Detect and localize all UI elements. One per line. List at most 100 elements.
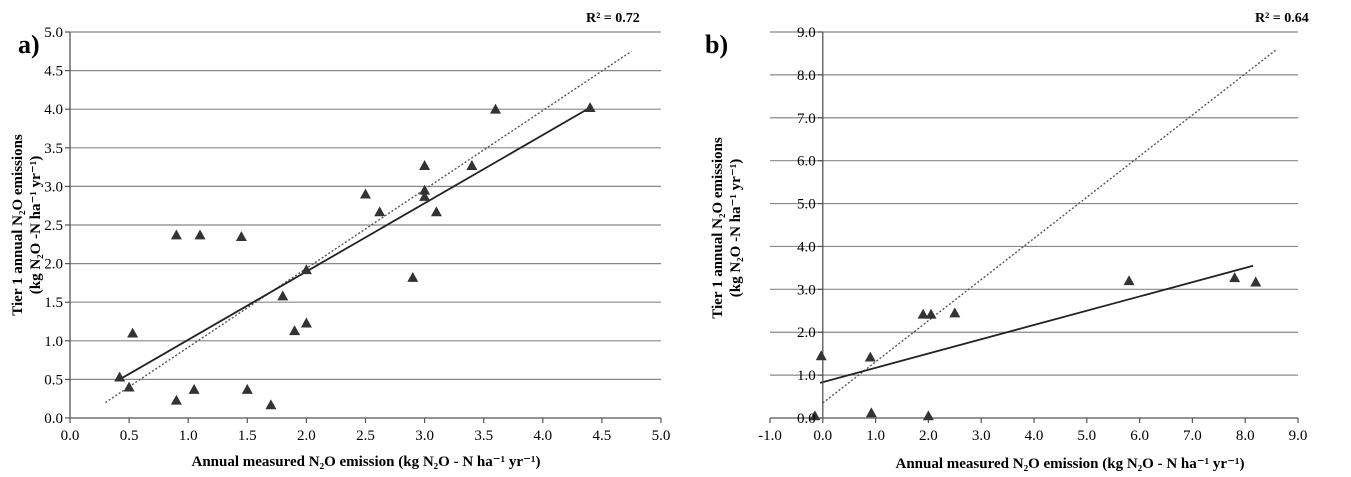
data-point-b-3 <box>865 407 877 418</box>
regression-line-segment-a <box>119 106 591 381</box>
data-point-a-3 <box>170 229 182 240</box>
data-point-b-10 <box>1250 276 1262 287</box>
y-tick-label-a-4: 2.0 <box>44 257 63 273</box>
x-axis-label-a: Annual measured N₂O emission (kg N₂O - N… <box>192 454 541 470</box>
axes-b <box>769 31 1299 423</box>
regression-line-a <box>119 106 591 381</box>
data-point-a-13 <box>300 264 312 275</box>
x-tick-label-a-10: 5.0 <box>652 428 671 444</box>
x-tick-labels-b: -1.0 0.0 1.0 2.0 3.0 4.0 5.0 6.0 7.0 8.0 9.0 <box>758 428 1307 444</box>
data-point-b-5 <box>922 410 934 421</box>
y-tick-label-a-2: 1.0 <box>44 334 63 350</box>
data-point-a-12 <box>300 317 312 328</box>
data-point-a-5 <box>188 383 200 394</box>
y-tick-labels-b: 0.0 1.0 2.0 3.0 4.0 5.0 6.0 7.0 8.0 9.0 <box>797 25 816 427</box>
x-tick-label-b-7: 6.0 <box>1130 428 1149 444</box>
y-tick-label-b-0: 0.0 <box>797 411 816 427</box>
y-tick-label-a-8: 4.0 <box>44 102 63 118</box>
grid-lines-a <box>70 31 661 380</box>
x-tick-label-a-9: 4.5 <box>593 428 612 444</box>
grid-lines-b <box>770 31 1298 376</box>
data-point-a-6 <box>194 229 206 240</box>
data-points-b <box>809 272 1262 421</box>
data-point-a-0 <box>114 371 126 382</box>
y-tick-label-b-9: 9.0 <box>797 25 816 41</box>
data-point-a-9 <box>265 399 277 410</box>
data-point-a-16 <box>407 271 419 282</box>
y-tick-label-b-5: 5.0 <box>797 197 816 213</box>
data-point-a-14 <box>360 188 371 199</box>
data-point-b-8 <box>1123 275 1135 286</box>
x-tick-label-a-6: 3.0 <box>415 428 434 444</box>
y-tick-label-b-1: 1.0 <box>797 368 816 384</box>
data-point-a-17 <box>419 160 431 170</box>
regression-line-segment-b <box>819 264 1254 384</box>
chart-panel-a: 0.0 0.5 1.0 1.5 2.0 2.5 3.0 3.5 4.0 4.5 5.0 0.0 0.5… <box>10 11 670 470</box>
x-tick-label-b-10: 9.0 <box>1289 428 1308 444</box>
regression-line-b <box>819 264 1254 384</box>
y-axis-label-a-line1: Tier 1 annual N₂O emissions <box>10 134 26 316</box>
data-point-b-4 <box>917 308 929 319</box>
x-tick-label-a-5: 2.5 <box>356 428 375 444</box>
x-tick-label-a-2: 1.0 <box>179 428 198 444</box>
x-tick-label-a-0: 0.0 <box>61 428 80 444</box>
r-squared-label-b: R² = 0.64 <box>1255 11 1309 26</box>
y-tick-label-a-9: 4.5 <box>44 64 63 80</box>
panel-label-a: a) <box>18 30 40 59</box>
axes-a <box>65 31 662 423</box>
y-tick-label-a-7: 3.5 <box>44 141 63 157</box>
y-tick-label-b-6: 6.0 <box>797 154 816 170</box>
reference-line-b <box>822 48 1278 404</box>
reference-line-a <box>105 50 632 404</box>
data-point-a-4 <box>170 394 182 405</box>
data-point-a-11 <box>289 325 301 336</box>
x-tick-label-a-7: 3.5 <box>474 428 493 444</box>
x-tick-label-b-2: 1.0 <box>866 428 885 444</box>
data-point-a-2 <box>127 327 139 338</box>
y-tick-label-a-0: 0.0 <box>44 411 63 427</box>
x-tick-label-b-0: -1.0 <box>758 428 782 444</box>
y-tick-label-a-6: 3.0 <box>44 179 63 195</box>
panel-label-b: b) <box>705 30 728 59</box>
y-tick-label-a-1: 0.5 <box>44 372 63 388</box>
data-point-a-19 <box>419 190 431 201</box>
data-point-b-9 <box>1229 272 1241 283</box>
data-point-b-6 <box>925 308 937 319</box>
y-tick-label-b-2: 2.0 <box>797 325 816 341</box>
x-tick-label-b-3: 2.0 <box>919 428 938 444</box>
y-tick-labels-a: 0.0 0.5 1.0 1.5 2.0 2.5 3.0 3.5 4.0 4.5 5.0 <box>44 25 63 427</box>
data-point-a-18 <box>419 184 431 195</box>
data-point-a-20 <box>430 206 442 217</box>
reference-line-segment-a <box>105 50 632 404</box>
y-axis-label-b-line1: Tier 1 annual N₂O emissions <box>710 137 726 319</box>
x-tick-label-b-4: 3.0 <box>972 428 991 444</box>
x-tick-label-a-1: 0.5 <box>120 428 139 444</box>
y-tick-label-b-4: 4.0 <box>797 239 816 255</box>
data-point-a-1 <box>123 381 135 392</box>
y-axis-label-b-line2: (kg N₂O -N ha⁻¹ yr⁻¹) <box>728 159 744 298</box>
data-point-b-7 <box>949 307 961 318</box>
data-point-b-1 <box>815 350 827 361</box>
y-tick-label-b-3: 3.0 <box>797 282 816 298</box>
data-point-b-0 <box>809 410 821 421</box>
y-tick-label-a-3: 1.5 <box>44 295 63 311</box>
x-tick-label-b-1: 0.0 <box>813 428 832 444</box>
r-squared-label-a: R² = 0.72 <box>586 11 640 26</box>
x-axis-label-b: Annual measured N₂O emission (kg N₂O - N… <box>896 456 1245 472</box>
x-tick-label-b-8: 7.0 <box>1183 428 1202 444</box>
data-point-a-23 <box>584 102 596 113</box>
x-tick-label-a-4: 2.0 <box>297 428 316 444</box>
x-tick-label-a-3: 1.5 <box>238 428 257 444</box>
x-tick-label-b-6: 5.0 <box>1077 428 1096 444</box>
x-tick-labels-a: 0.0 0.5 1.0 1.5 2.0 2.5 3.0 3.5 4.0 4.5 5.0 <box>61 428 671 444</box>
data-point-a-21 <box>466 160 478 170</box>
data-point-a-8 <box>241 383 253 394</box>
data-point-b-2 <box>864 351 876 362</box>
data-point-a-7 <box>235 231 247 241</box>
y-tick-label-b-7: 7.0 <box>797 111 816 127</box>
x-tick-label-a-8: 4.0 <box>533 428 552 444</box>
reference-line-segment-b <box>822 48 1278 404</box>
x-tick-label-b-5: 4.0 <box>1025 428 1044 444</box>
y-tick-label-a-5: 2.5 <box>44 218 63 234</box>
